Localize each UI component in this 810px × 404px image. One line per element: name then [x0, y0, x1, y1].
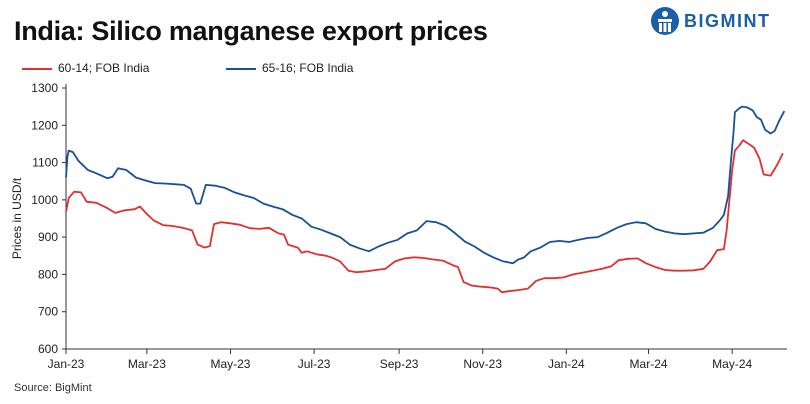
y-tick-label: 1300 [31, 81, 58, 95]
x-tick-label: Mar-23 [128, 357, 166, 371]
y-tick-label: 700 [38, 305, 58, 319]
x-tick-label: Mar-24 [630, 357, 668, 371]
x-tick-label: Jan-23 [48, 357, 85, 371]
x-tick-label: May-23 [210, 357, 250, 371]
source-note: Source: BigMint [14, 382, 92, 394]
legend-label-series-1: 60-14; FOB India [58, 61, 150, 75]
y-tick-label: 800 [38, 267, 58, 281]
y-tick-label: 1200 [31, 118, 58, 132]
legend-swatch-series-1 [22, 68, 52, 70]
x-tick-label: May-24 [712, 357, 752, 371]
y-tick-label: 600 [38, 342, 58, 356]
y-tick-label: 1000 [31, 193, 58, 207]
bigmint-logo-text: BIGMINT [684, 11, 771, 31]
x-tick-label: Jul-23 [298, 357, 331, 371]
legend-label-series-2: 65-16; FOB India [262, 61, 354, 75]
bigmint-logo: BIGMINT [646, 6, 806, 36]
legend-swatch-series-2 [226, 68, 256, 70]
chart-title: India: Silico manganese export prices [14, 16, 488, 46]
x-tick-label: Jan-24 [548, 357, 585, 371]
chart-legend: 60-14; FOB India 65-16; FOB India [22, 61, 442, 77]
series-line-1 [65, 139, 784, 294]
y-axis-title: Prices in USD/t [10, 177, 24, 259]
x-tick-label: Nov-23 [463, 357, 502, 371]
x-tick-label: Sep-23 [380, 357, 419, 371]
y-tick-label: 900 [38, 230, 58, 244]
bigmint-logo-icon [651, 7, 679, 35]
y-tick-label: 1100 [32, 156, 58, 170]
series-line-2 [65, 105, 786, 265]
